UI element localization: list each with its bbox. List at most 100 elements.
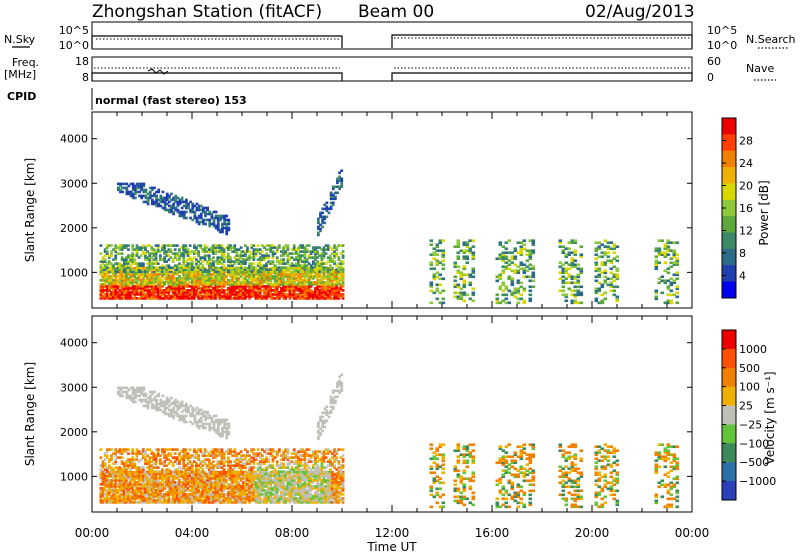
power-cell [197, 273, 200, 276]
power-cell [152, 266, 156, 269]
power-cell [267, 293, 271, 296]
power-cell [462, 251, 467, 255]
velocity-cell [176, 497, 179, 500]
power-cell [205, 250, 209, 253]
power-cell [218, 291, 222, 294]
velocity-cell [131, 501, 135, 504]
power-cell [495, 301, 500, 305]
power-cell [142, 270, 145, 273]
power-cell [333, 246, 336, 249]
velocity-cell [222, 501, 226, 504]
power-cell [594, 269, 599, 273]
velocity-cell [112, 493, 115, 496]
power-cell [101, 279, 105, 282]
power-cell [193, 273, 196, 276]
power-cell [295, 277, 298, 280]
power-cell [195, 262, 198, 265]
power-cell [184, 293, 188, 296]
power-cell [233, 248, 237, 251]
velocity-cell [176, 485, 179, 488]
power-cell [672, 279, 677, 283]
power-cell [250, 285, 254, 288]
velocity-cell [197, 479, 200, 482]
power-cell [205, 254, 209, 257]
power-cell [278, 291, 281, 294]
power-cell [316, 246, 319, 249]
power-cell [108, 275, 111, 278]
power-cell [573, 295, 578, 299]
velocity-cell [239, 489, 243, 492]
velocity-cell [103, 489, 107, 492]
power-cell [233, 268, 237, 271]
velocity-cell [129, 501, 132, 504]
power-cell [280, 287, 283, 290]
power-cell [269, 275, 273, 278]
power-cell [150, 295, 154, 298]
power-cell [120, 293, 124, 296]
power-cell [235, 252, 239, 255]
power-cell [212, 268, 215, 271]
power-cell [338, 185, 341, 189]
power-cell [203, 267, 207, 270]
power-cell [307, 250, 311, 253]
power-cell [510, 261, 515, 265]
power-cell [326, 248, 330, 251]
power-cell [519, 281, 524, 285]
colorbar-swatch [722, 167, 736, 184]
power-cell [182, 289, 186, 292]
power-cell [150, 262, 154, 265]
power-cell [112, 248, 115, 251]
power-cell [180, 279, 183, 282]
power-cell [561, 275, 566, 279]
power-cell [135, 281, 139, 284]
power-cell [155, 194, 158, 198]
velocity-cell [210, 493, 213, 496]
velocity-cell [173, 485, 177, 488]
power-cell [295, 269, 298, 272]
power-cell [203, 289, 207, 292]
power-cell [314, 266, 317, 269]
velocity-cell [254, 495, 258, 498]
power-cell [471, 239, 476, 243]
power-cell [105, 262, 109, 265]
power-cell [203, 268, 207, 271]
velocity-cell [114, 479, 118, 482]
power-cell [139, 275, 143, 278]
power-cell [137, 287, 141, 290]
power-cell [165, 289, 169, 292]
power-cell [326, 295, 330, 298]
freq-trace-2 [391, 72, 693, 81]
power-cell [244, 254, 247, 257]
date-label: 02/Aug/2013 [585, 2, 695, 22]
power-cell [312, 266, 315, 269]
velocity-cell [256, 495, 260, 498]
power-cell [329, 201, 333, 205]
power-cell [165, 202, 169, 206]
power-cell [207, 275, 211, 278]
power-cell [103, 293, 107, 296]
velocity-cell [224, 475, 228, 478]
velocity-cell [222, 489, 226, 492]
power-cell [307, 244, 311, 247]
power-cell [615, 245, 620, 249]
power-cell [292, 270, 296, 273]
power-cell [182, 204, 186, 208]
power-cell [216, 275, 220, 278]
velocity-cell [161, 477, 164, 480]
velocity-cell [267, 499, 271, 502]
power-cell [212, 281, 215, 284]
power-cell [292, 291, 296, 294]
power-cell [307, 266, 311, 269]
power-cell [182, 271, 186, 274]
power-cell [519, 263, 524, 267]
power-cell [112, 287, 115, 290]
velocity-cell [150, 495, 154, 498]
power-cell [216, 268, 220, 271]
velocity-cell [250, 493, 254, 496]
power-cell [558, 271, 563, 275]
power-cell [292, 293, 296, 296]
velocity-cell [265, 495, 268, 498]
power-cell [666, 271, 671, 275]
velocity-cell [197, 487, 200, 490]
power-cell [327, 207, 331, 211]
